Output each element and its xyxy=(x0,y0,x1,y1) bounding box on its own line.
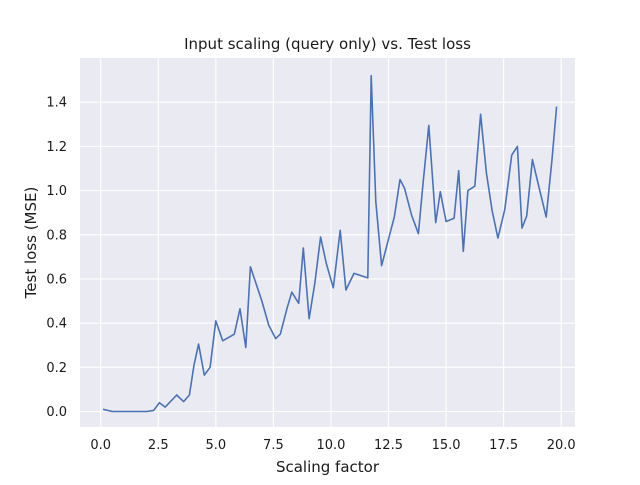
y-tick-label: 1.2 xyxy=(46,140,67,155)
y-gridlines xyxy=(80,101,575,413)
x-tick-label: 5.0 xyxy=(205,438,226,453)
x-tick-label: 15.0 xyxy=(432,438,461,453)
plot-area xyxy=(80,58,575,427)
series-line xyxy=(102,74,558,413)
x-tick-label: 7.5 xyxy=(263,438,284,453)
x-tick-label: 2.5 xyxy=(148,438,169,453)
chart-title: Input scaling (query only) vs. Test loss xyxy=(184,35,471,53)
x-gridlines xyxy=(100,58,562,427)
y-tick-label: 0.8 xyxy=(46,228,67,243)
x-tick-label: 0.0 xyxy=(90,438,111,453)
x-tick-labels: 0.0 2.5 5.0 7.5 10.0 12.5 15.0 17.5 20.0 xyxy=(90,438,575,453)
x-tick-label: 17.5 xyxy=(489,438,518,453)
x-tick-label: 12.5 xyxy=(374,438,403,453)
x-axis-label: Scaling factor xyxy=(276,458,380,476)
y-tick-label: 0.4 xyxy=(46,317,67,332)
y-tick-label: 1.4 xyxy=(46,96,67,111)
series-layer xyxy=(102,74,558,413)
x-tick-label: 10.0 xyxy=(316,438,345,453)
y-tick-label: 0.0 xyxy=(46,405,67,420)
x-tick-label: 20.0 xyxy=(547,438,576,453)
y-tick-labels: 0.0 0.2 0.4 0.6 0.8 1.0 1.2 1.4 xyxy=(46,96,67,420)
y-tick-label: 0.6 xyxy=(46,272,67,287)
y-axis-label: Test loss (MSE) xyxy=(22,187,40,300)
y-tick-label: 1.0 xyxy=(46,184,67,199)
y-tick-label: 0.2 xyxy=(46,361,67,376)
